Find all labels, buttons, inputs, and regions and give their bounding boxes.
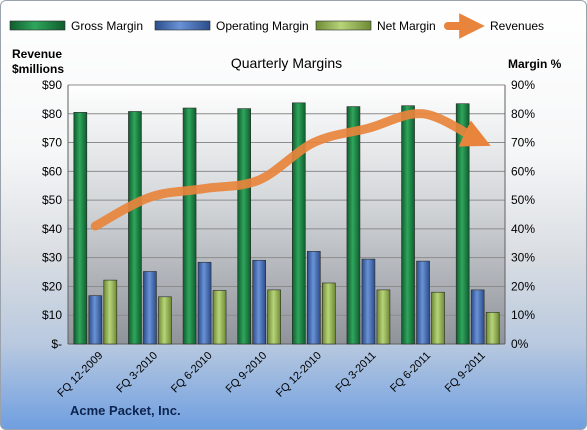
bar-gross-margin-fq-12-2009 <box>73 112 88 345</box>
left-tick-label: $50 <box>42 193 62 207</box>
legend-label-net-margin: Net Margin <box>377 19 436 33</box>
bar-gross-margin-fq-12-2010 <box>292 102 306 345</box>
category-label: FQ 3-2011 <box>333 350 378 395</box>
bar-net-margin-fq-6-2011 <box>431 291 445 345</box>
chart-title: Quarterly Margins <box>231 55 342 71</box>
right-axis-label: Margin % <box>508 57 562 71</box>
category-label: FQ 6-2010 <box>169 350 215 396</box>
bar-gross-margin-fq-9-2010 <box>237 108 251 345</box>
bar-operating-margin-fq-9-2011 <box>470 289 485 345</box>
right-tick-label: 0% <box>511 337 529 351</box>
left-tick-label: $90 <box>42 78 62 92</box>
left-tick-label: $80 <box>42 107 62 121</box>
bar-operating-margin-fq-6-2011 <box>416 260 430 345</box>
legend-swatch-gross-margin <box>9 20 66 31</box>
revenues-line <box>90 109 491 231</box>
category-label: FQ 12-2009 <box>55 350 105 400</box>
bar-net-margin-fq-12-2009 <box>103 279 118 345</box>
category-label: FQ 12-2010 <box>274 350 324 400</box>
bar-gross-margin-fq-6-2011 <box>401 105 415 345</box>
bar-operating-margin-fq-12-2009 <box>88 295 103 345</box>
bar-gross-margin-fq-3-2011 <box>346 106 361 345</box>
bars <box>73 102 500 345</box>
right-tick-label: 10% <box>511 308 535 322</box>
right-tick-label: 90% <box>511 78 535 92</box>
left-tick-label: $40 <box>42 222 62 236</box>
bar-net-margin-fq-6-2010 <box>212 290 227 345</box>
bar-operating-margin-fq-12-2010 <box>307 251 321 345</box>
left-tick-label: $20 <box>42 279 62 293</box>
legend-label-gross-margin: Gross Margin <box>71 19 143 33</box>
legend-swatch-net-margin <box>315 20 372 31</box>
left-tick-label: $- <box>51 337 62 351</box>
category-label: FQ 3-2010 <box>114 350 160 396</box>
axis-labels: Quarterly Margins Revenue$millions Margin … <box>12 47 562 418</box>
legend-label-revenues: Revenues <box>490 19 544 33</box>
legend-label-operating-margin: Operating Margin <box>216 19 309 33</box>
category-label: FQ 9-2011 <box>443 350 488 395</box>
right-tick-label: 40% <box>511 222 535 236</box>
bar-operating-margin-fq-6-2010 <box>197 261 212 345</box>
bar-operating-margin-fq-9-2010 <box>252 259 266 345</box>
left-tick-label: $70 <box>42 136 62 150</box>
bar-net-margin-fq-3-2011 <box>376 289 391 345</box>
right-tick-label: 20% <box>511 279 535 293</box>
bar-net-margin-fq-9-2010 <box>267 289 281 345</box>
right-tick-label: 30% <box>511 251 535 265</box>
left-axis-label-line2: $millions <box>12 62 64 76</box>
bar-net-margin-fq-12-2010 <box>322 282 336 345</box>
right-tick-label: 50% <box>511 193 535 207</box>
category-label: FQ 9-2010 <box>224 350 270 396</box>
company-name: Acme Packet, Inc. <box>70 403 181 418</box>
left-tick-label: $10 <box>42 308 62 322</box>
legend-swatch-operating-margin <box>154 20 211 31</box>
revenue-line <box>90 109 491 231</box>
right-tick-label: 80% <box>511 107 535 121</box>
bar-operating-margin-fq-3-2010 <box>143 271 157 345</box>
bar-operating-margin-fq-3-2011 <box>361 258 376 345</box>
bar-net-margin-fq-9-2011 <box>485 312 500 345</box>
bar-net-margin-fq-3-2010 <box>158 296 172 345</box>
legend: Gross Margin Operating Margin Net Margin Re… <box>9 13 544 39</box>
category-label: FQ 6-2011 <box>388 350 433 395</box>
left-tick-label: $60 <box>42 164 62 178</box>
left-tick-label: $30 <box>42 251 62 265</box>
bar-gross-margin-fq-6-2010 <box>182 107 197 345</box>
bar-gross-margin-fq-9-2011 <box>455 103 470 345</box>
right-tick-label: 70% <box>511 136 535 150</box>
left-axis-label-line1: Revenue <box>12 47 62 61</box>
bar-gross-margin-fq-3-2010 <box>128 111 142 345</box>
right-tick-label: 60% <box>511 164 535 178</box>
